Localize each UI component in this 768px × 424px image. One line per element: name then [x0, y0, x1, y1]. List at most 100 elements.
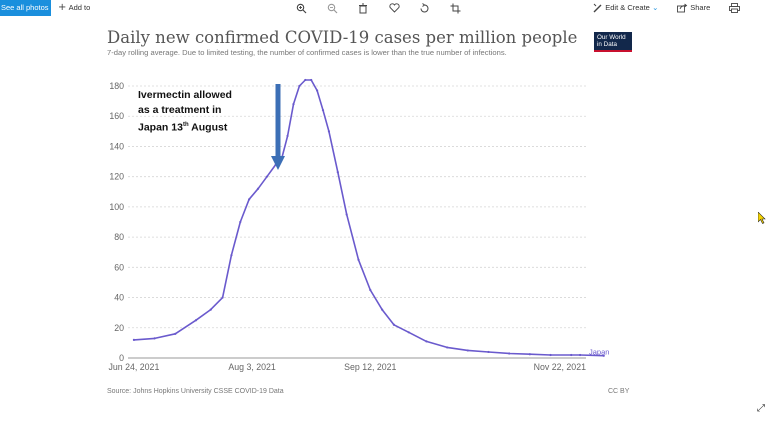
- y-tick-label: 60: [114, 262, 124, 272]
- plus-icon: +: [58, 2, 67, 13]
- rotate-icon: [420, 3, 429, 13]
- share-button[interactable]: Share: [677, 0, 710, 16]
- add-to-button[interactable]: + Add to: [58, 0, 90, 16]
- rotate-button[interactable]: [419, 0, 430, 16]
- data-point: [286, 134, 289, 137]
- delete-icon: [359, 3, 367, 14]
- data-point: [602, 354, 605, 357]
- y-tick-label: 140: [109, 141, 124, 151]
- chart-license[interactable]: CC BY: [608, 388, 630, 395]
- add-to-label: Add to: [68, 3, 91, 12]
- logo-line-1: Our World: [597, 34, 626, 41]
- data-point: [487, 350, 490, 354]
- photo-viewer-toolbar: See all photos + Add to Edit & Create ⌄ …: [0, 0, 768, 16]
- data-point: [248, 198, 251, 201]
- data-point: [153, 337, 156, 340]
- zoom-in-icon: [296, 3, 307, 14]
- data-point: [528, 353, 531, 356]
- data-point: [369, 288, 372, 292]
- data-point: [209, 308, 212, 311]
- chevron-down-icon: ⌄: [652, 3, 659, 12]
- logo-line-2: in Data: [597, 41, 617, 48]
- data-point: [578, 353, 582, 357]
- favorite-button[interactable]: [389, 0, 400, 16]
- data-point: [174, 332, 177, 335]
- annotation-superscript: th: [182, 122, 189, 128]
- data-point: [357, 258, 360, 261]
- ivermectin-annotation: Ivermectin allowed as a treatment in Jap…: [138, 88, 258, 136]
- annotation-line-3-prefix: Japan 13: [138, 121, 183, 134]
- edit-create-button[interactable]: Edit & Create ⌄: [593, 0, 658, 16]
- data-point: [446, 346, 449, 349]
- series-line-japan: [133, 79, 604, 357]
- y-tick-label: 100: [109, 202, 124, 212]
- x-tick-label: Aug 3, 2021: [228, 362, 276, 372]
- annotation-line-1: Ivermectin allowed: [138, 89, 232, 101]
- data-point: [321, 109, 325, 112]
- data-point: [221, 296, 224, 299]
- y-tick-label: 0: [119, 353, 124, 363]
- y-tick-label: 20: [114, 323, 124, 333]
- zoom-out-icon: [327, 3, 338, 14]
- share-icon: [677, 3, 688, 13]
- data-point: [194, 319, 198, 322]
- crop-button[interactable]: [450, 0, 461, 16]
- data-point: [336, 171, 339, 174]
- zoom-out-button[interactable]: [327, 0, 338, 16]
- our-world-in-data-logo[interactable]: Our World in Data: [594, 32, 632, 52]
- data-point: [132, 338, 136, 341]
- data-point: [292, 103, 295, 106]
- data-point: [310, 78, 313, 82]
- data-point: [256, 187, 260, 190]
- chart-source: Source: Johns Hopkins University CSSE CO…: [107, 388, 284, 395]
- x-tick-label: Nov 22, 2021: [534, 362, 586, 372]
- data-point: [466, 349, 469, 352]
- annotation-arrow: [271, 84, 285, 170]
- data-point: [265, 175, 268, 178]
- y-tick-label: 180: [109, 81, 124, 91]
- data-point: [239, 220, 242, 224]
- data-point: [508, 352, 511, 355]
- x-tick-labels: Jun 24, 2021 Aug 3, 2021 Sep 12, 2021 Nov 2…: [108, 362, 586, 372]
- x-tick-label: Jun 24, 2021: [108, 362, 159, 372]
- data-point: [304, 78, 307, 82]
- data-point: [381, 308, 384, 311]
- chart-subtitle: 7-day rolling average. Due to limited te…: [107, 48, 507, 57]
- data-point: [549, 353, 552, 357]
- data-point: [345, 213, 348, 216]
- annotation-line-2: as a treatment in: [138, 104, 222, 116]
- data-point: [298, 84, 301, 88]
- mouse-cursor-icon: [758, 212, 766, 224]
- data-point: [230, 254, 233, 257]
- see-all-photos-button[interactable]: See all photos: [0, 0, 51, 16]
- y-tick-label: 80: [114, 232, 124, 242]
- data-point: [425, 340, 428, 343]
- annotation-line-3: Japan 13th August: [138, 118, 258, 136]
- chart-title: Daily new confirmed COVID-19 cases per m…: [107, 28, 578, 47]
- y-tick-label: 120: [109, 172, 124, 182]
- y-tick-label: 160: [109, 111, 124, 121]
- heart-icon: [389, 3, 400, 13]
- series-layer: Japan: [132, 78, 609, 357]
- data-point: [316, 89, 319, 92]
- delete-button[interactable]: [358, 0, 368, 16]
- x-tick-label: Sep 12, 2021: [344, 362, 396, 372]
- zoom-in-button[interactable]: [296, 0, 307, 16]
- print-icon: [729, 3, 740, 13]
- annotation-arrow-head: [271, 156, 285, 170]
- data-point: [392, 323, 396, 326]
- edit-create-icon: [593, 3, 602, 13]
- expand-icon[interactable]: ⤢: [757, 403, 765, 414]
- print-button[interactable]: [729, 0, 740, 16]
- data-point: [570, 353, 573, 357]
- y-tick-label: 40: [114, 293, 124, 303]
- data-point: [327, 130, 331, 133]
- series-label-japan: Japan: [589, 348, 609, 357]
- annotation-line-3-suffix: August: [188, 121, 228, 134]
- share-label: Share: [690, 3, 711, 12]
- edit-create-label: Edit & Create: [605, 3, 650, 12]
- y-tick-labels: 0 20 40 60 80 100 120 140 160 180: [109, 81, 124, 363]
- grid-lines: [128, 85, 586, 359]
- crop-icon: [450, 3, 461, 14]
